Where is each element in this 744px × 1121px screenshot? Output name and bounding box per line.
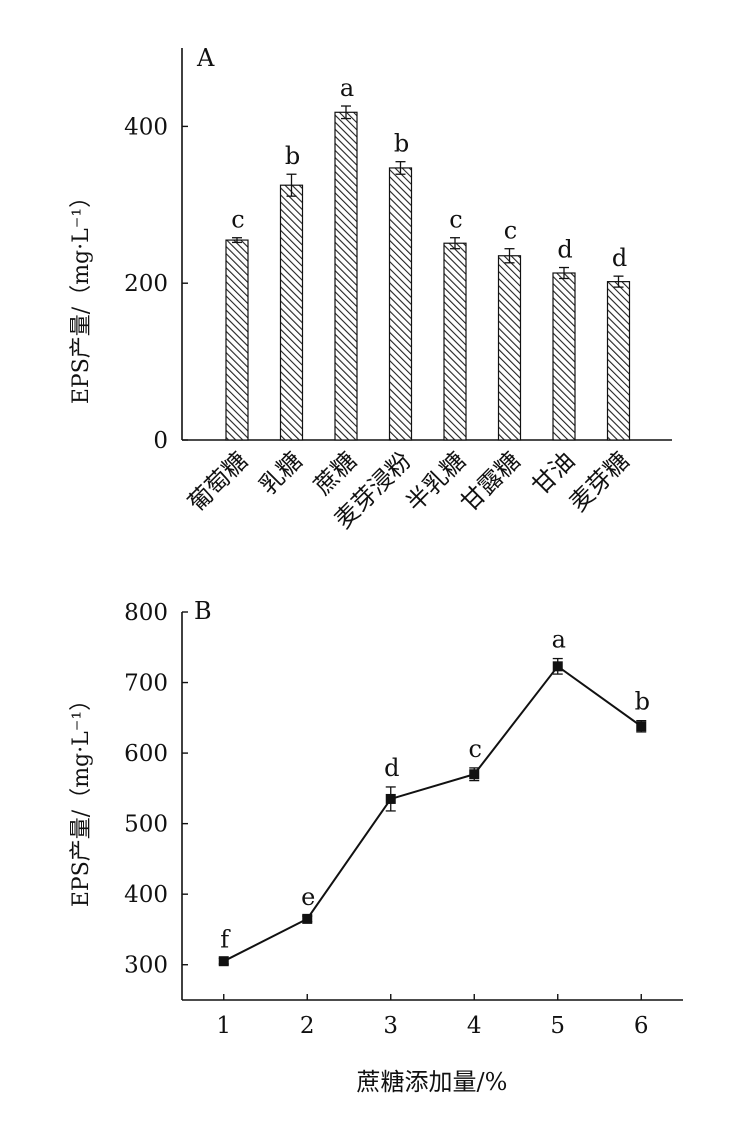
significance-label: e [301,883,315,911]
panel-b-x-tick-label: 1 [216,1013,231,1039]
panel-a-y-tick-label: 400 [124,114,168,140]
panel-b-y-tick-label: 700 [124,671,168,697]
significance-label: d [612,244,627,272]
panel-b-x-tick-label: 5 [550,1013,565,1039]
x-tick-label: 乳糖 [254,446,308,500]
data-point-marker [469,769,480,780]
data-point-marker [302,913,313,924]
bar [497,255,522,441]
bar [443,242,467,441]
panel-b-y-tick-label: 600 [124,741,168,767]
panel-b-x-tick-label: 3 [383,1013,398,1039]
panel-a-y-tick-label: 200 [124,271,168,297]
significance-label: b [285,142,300,170]
x-tick-label: 半乳糖 [401,446,472,517]
bar [225,239,249,441]
panel-a-y-tick-label: 0 [153,428,168,454]
significance-label: a [340,74,354,102]
significance-label: a [552,626,566,654]
data-point-marker [218,956,229,967]
significance-label: f [220,925,231,953]
bar [606,281,631,441]
data-point-marker [385,793,396,804]
significance-label: c [469,735,482,763]
significance-label: b [394,130,409,158]
panel-a-label: A [196,44,215,72]
x-tick-label: 麦芽糖 [564,446,635,517]
data-point-marker [552,661,563,672]
panel-b-y-axis-label: EPS产量/（mg·L⁻¹） [69,689,94,907]
panel-b-x-axis-label: 蔗糖添加量/% [357,1068,508,1096]
significance-label: d [384,754,399,782]
panel-b-y-tick-label: 800 [124,600,168,626]
panel-a: A EPS产量/（mg·L⁻¹） 0200400c葡萄糖b乳糖a蔗糖b麦芽浸粉c… [69,44,672,534]
x-tick-label: 甘露糖 [455,446,526,517]
bar [279,184,304,441]
x-tick-label: 葡萄糖 [183,446,254,517]
panel-b-y-tick-label: 400 [124,882,168,908]
panel-b-y-tick-label: 300 [124,953,168,979]
bar [552,272,576,441]
significance-label: d [557,236,572,264]
series-line [223,664,642,963]
bar [388,167,413,441]
significance-label: b [635,688,650,716]
significance-label: c [504,217,517,245]
panel-a-y-axis-label: EPS产量/（mg·L⁻¹） [69,186,94,404]
panel-b-y-tick-label: 500 [124,812,168,838]
panel-b-x-tick-label: 4 [467,1013,482,1039]
significance-label: c [231,206,244,234]
panel-b-x-tick-label: 2 [300,1013,315,1039]
panel-b: B EPS产量/（mg·L⁻¹） 蔗糖添加量/% 300 400 500 600 700… [69,597,683,1096]
data-point-marker [636,721,647,732]
significance-label: c [449,206,462,234]
panel-b-label: B [194,597,212,625]
panel-b-x-tick-label: 6 [634,1013,649,1039]
bar [334,111,358,441]
